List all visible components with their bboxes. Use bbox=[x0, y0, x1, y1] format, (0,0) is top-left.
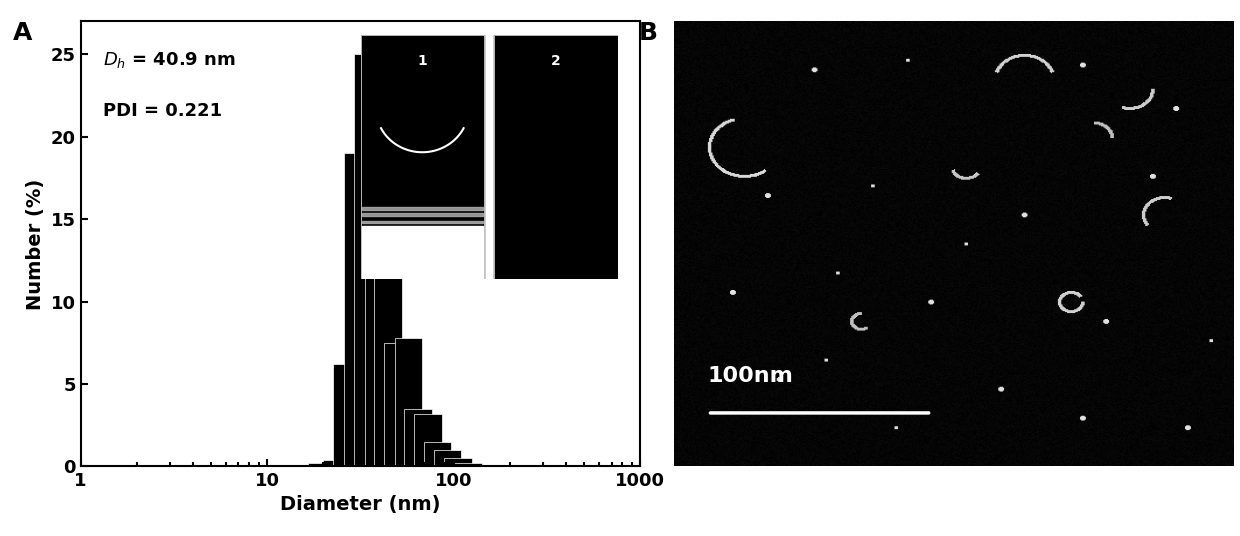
Bar bbox=[374, 239, 402, 466]
Bar bbox=[434, 450, 461, 466]
Bar bbox=[343, 153, 372, 466]
Text: 100nm: 100nm bbox=[708, 366, 794, 386]
X-axis label: Diameter (nm): Diameter (nm) bbox=[280, 495, 440, 515]
Text: A: A bbox=[12, 21, 32, 46]
Bar bbox=[404, 408, 432, 466]
Bar bbox=[444, 458, 472, 466]
Bar bbox=[424, 442, 451, 466]
Bar bbox=[353, 54, 382, 466]
Text: B: B bbox=[639, 21, 657, 46]
Bar bbox=[454, 463, 482, 466]
Bar bbox=[309, 463, 336, 466]
Bar bbox=[394, 338, 423, 466]
Bar bbox=[365, 120, 392, 466]
Bar bbox=[464, 465, 492, 466]
Bar bbox=[324, 460, 351, 466]
Text: $D_h$ = 40.9 nm: $D_h$ = 40.9 nm bbox=[103, 50, 236, 70]
Text: PDI = 0.221: PDI = 0.221 bbox=[103, 101, 222, 120]
Bar bbox=[414, 414, 441, 466]
Y-axis label: Number (%): Number (%) bbox=[26, 178, 45, 309]
Bar bbox=[384, 343, 412, 466]
Bar bbox=[332, 364, 361, 466]
